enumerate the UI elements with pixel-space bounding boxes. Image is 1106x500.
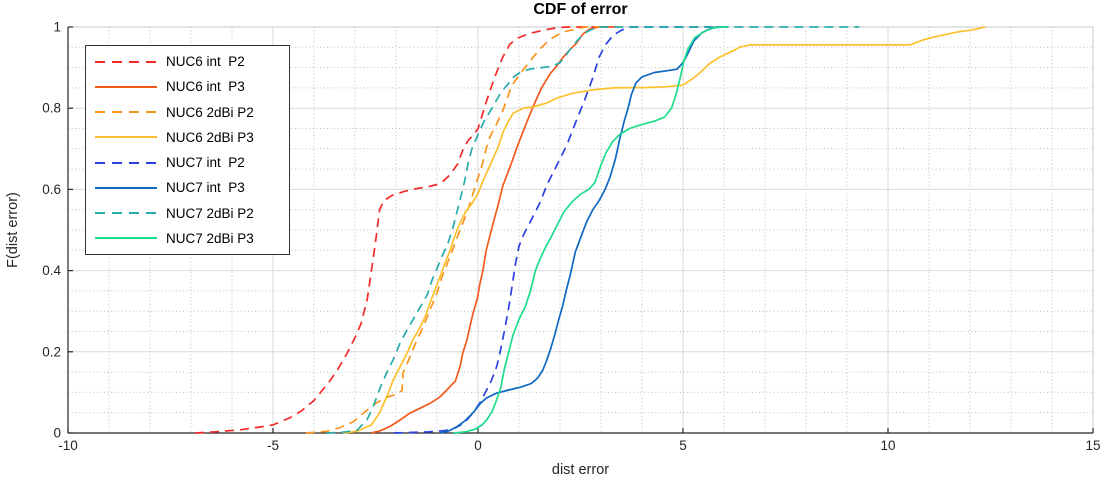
curve-NUC6-int-P3 [371,26,618,434]
y-tick-label: 0.4 [42,263,61,278]
y-axis-label: F(dist error) [5,192,21,268]
curve-NUC7-2dBi-P2 [326,26,860,434]
legend-line-sample [95,60,157,63]
legend-item-NUC7-2dBi-P3: NUC7 2dBi P3 [95,226,289,250]
legend-label: NUC7 int P2 [166,155,245,171]
x-tick-label: 0 [474,438,482,453]
curve-NUC6-int-P2 [195,26,601,434]
legend-item-NUC6-2dBi-P2: NUC6 2dBi P2 [95,100,289,124]
legend-label: NUC6 2dBi P3 [166,129,254,145]
x-tick-label: -10 [58,438,78,453]
legend-label: NUC6 2dBi P2 [166,104,254,120]
y-tick-label: 0.8 [42,101,61,116]
y-tick-label: 1 [53,20,61,35]
x-axis-label: dist error [551,462,610,478]
legend-item-NUC6-int-P2: NUC6 int P2 [95,50,289,74]
legend-line-sample [95,186,157,189]
plot-title: CDF of error [533,1,628,18]
curve-NUC7-int-P2 [393,26,733,434]
legend-label: NUC6 int P3 [166,79,245,95]
legend-line-sample [95,237,157,240]
legend-item-NUC6-2dBi-P3: NUC6 2dBi P3 [95,125,289,149]
curve-NUC6-2dBi-P3 [342,26,986,434]
legend-item-NUC7-int-P2: NUC7 int P2 [95,151,289,175]
legend-label: NUC7 int P3 [166,180,245,196]
curve-NUC6-2dBi-P2 [305,26,606,434]
legend-line-sample [95,212,157,215]
legend-item-NUC7-2dBi-P2: NUC7 2dBi P2 [95,201,289,225]
y-tick-label: 0 [53,426,61,441]
legend-line-sample [95,85,157,88]
legend-item-NUC7-int-P3: NUC7 int P3 [95,176,289,200]
x-tick-label: -5 [267,438,279,453]
y-tick-label: 0.6 [42,182,61,197]
legend-line-sample [95,136,157,139]
x-tick-label: 5 [679,438,687,453]
legend-line-sample [95,111,157,114]
curve-NUC7-2dBi-P3 [453,26,729,434]
x-tick-label: 10 [880,438,895,453]
legend-box: NUC6 int P2 NUC6 int P3 NUC6 2dBi P2 NUC6 2… [85,45,290,255]
x-tick-label: 15 [1085,438,1100,453]
legend-label: NUC7 2dBi P2 [166,205,254,221]
legend-label: NUC6 int P2 [166,54,245,70]
y-tick-label: 0.2 [42,344,61,359]
legend-label: NUC7 2dBi P3 [166,230,254,246]
legend-item-NUC6-int-P3: NUC6 int P3 [95,75,289,99]
legend-line-sample [95,161,157,164]
